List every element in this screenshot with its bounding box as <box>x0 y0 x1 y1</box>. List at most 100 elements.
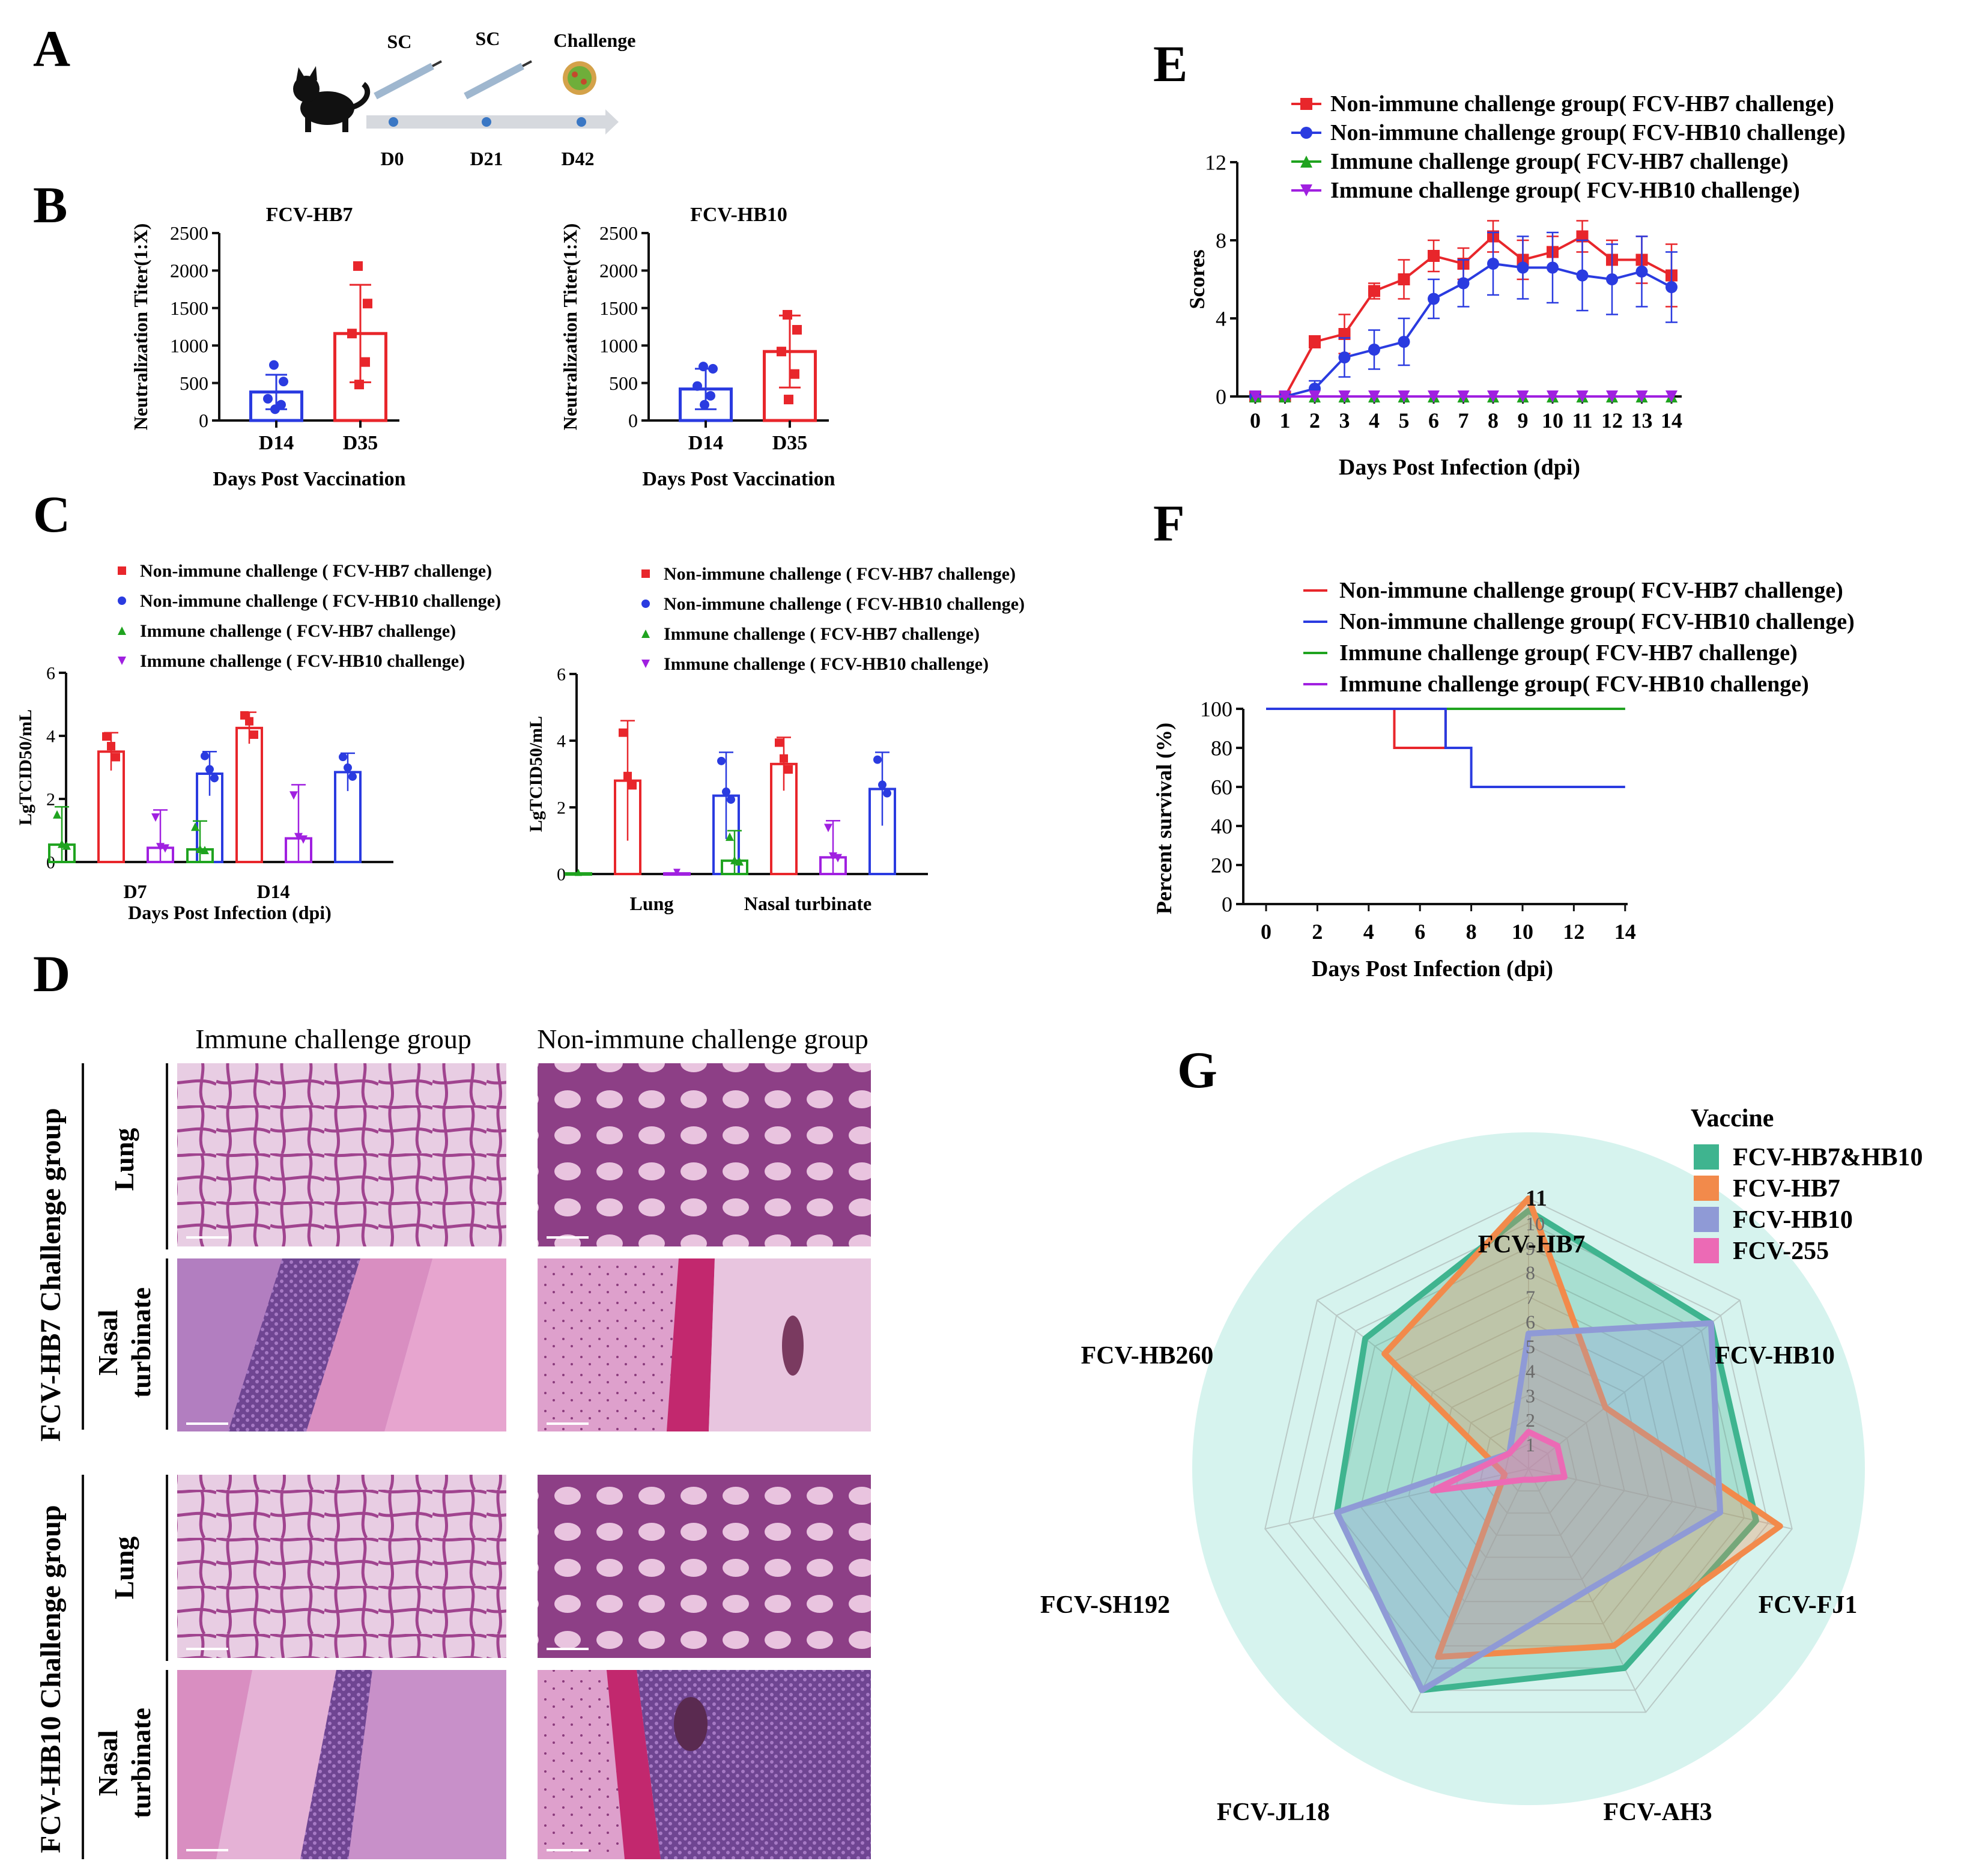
data-point <box>299 835 308 844</box>
legend-label: FCV-HB10 <box>1733 1206 1853 1234</box>
x-tick-label: 12 <box>1601 408 1623 433</box>
data-point <box>196 844 204 853</box>
radar-ring-label: 5 <box>1526 1335 1535 1357</box>
panel-label-e: E <box>1153 35 1187 93</box>
data-point <box>883 789 891 798</box>
legend-marker <box>641 569 650 578</box>
radar-axis-label: FCV-HB7 <box>1478 1231 1586 1258</box>
histology-image <box>177 1258 506 1431</box>
x-axis-label: Days Post Infection (dpi) <box>128 902 332 923</box>
y-tick-label: 12 <box>1205 151 1226 175</box>
radar-spoke <box>1265 1468 1529 1530</box>
data-point <box>1309 336 1321 348</box>
legend-label: Non-immune challenge ( FCV-HB7 challenge… <box>664 564 1016 584</box>
data-point <box>1635 390 1648 402</box>
data-point <box>161 844 169 853</box>
x-tick-label: D35 <box>772 432 808 454</box>
y-tick-label: 60 <box>1211 776 1232 800</box>
radar-ring-label: 1 <box>1526 1434 1535 1456</box>
y-tick-label: 6 <box>46 664 55 684</box>
data-point <box>1457 390 1470 402</box>
data-point <box>1547 390 1559 402</box>
data-point <box>1428 250 1440 262</box>
x-tick-label: 12 <box>1563 920 1584 944</box>
radar-ring-label: 10 <box>1526 1213 1545 1234</box>
data-point <box>717 756 726 765</box>
legend-swatch <box>1694 1144 1719 1170</box>
x-tick-label: D7 <box>123 881 147 902</box>
x-tick-label: 0 <box>1261 920 1271 944</box>
legend-label: Immune challenge group( FCV-HB7 challeng… <box>1330 149 1789 174</box>
data-point <box>722 788 730 797</box>
y-tick-label: 0 <box>1216 385 1226 409</box>
data-point <box>53 810 61 819</box>
x-axis-label: Days Post Infection (dpi) <box>1339 455 1580 480</box>
data-point <box>829 852 837 861</box>
chart-b-hb10: 0 500 1000 1500 2000 2500 FCV-HB10 Neutralizati… <box>559 204 835 490</box>
x-tick-label: 11 <box>1572 408 1592 433</box>
data-point <box>1338 328 1351 340</box>
x-tick-label: 6 <box>1414 920 1425 944</box>
x-tick-label: D35 <box>343 432 378 454</box>
row-group-hb7: FCV-HB7 Challenge group <box>35 1108 67 1442</box>
data-point <box>706 390 715 401</box>
data-point <box>363 299 372 309</box>
y-tick-label: 2500 <box>170 222 208 244</box>
row-label-nasal: Nasal <box>92 1730 123 1796</box>
syringe-icon <box>374 60 442 100</box>
y-axis-label: Scores <box>1185 249 1209 309</box>
radar-series <box>1333 1207 1759 1693</box>
radar-axis-label: FCV-HB10 <box>1715 1342 1835 1370</box>
legend-marker <box>1300 98 1312 110</box>
radar-ring-label: 3 <box>1526 1385 1535 1406</box>
data-point <box>1398 390 1410 402</box>
data-point <box>102 732 111 741</box>
survival-line <box>1266 708 1447 749</box>
legend-label: FCV-255 <box>1733 1237 1829 1265</box>
timeline: SC SC Challenge D0 D21 D42 <box>293 28 635 169</box>
data-point <box>1576 390 1589 402</box>
row-label-turbinate: turbinate <box>126 1287 156 1398</box>
legend-label: Non-immune challenge group( FCV-HB7 chal… <box>1339 578 1843 603</box>
data-point <box>575 869 582 876</box>
x-tick-label: 13 <box>1631 408 1653 433</box>
radar-spoke <box>1317 1299 1529 1469</box>
panel-label-a: A <box>33 20 70 77</box>
legend-label: Non-immune challenge group( FCV-HB7 chal… <box>1330 91 1834 117</box>
x-tick-label: D14 <box>256 881 289 902</box>
legend-label: Immune challenge ( FCV-HB7 challenge) <box>140 621 456 641</box>
y-axis-label: LgTCID50/mL <box>526 716 546 832</box>
data-point <box>1606 390 1618 402</box>
y-tick-label: 2000 <box>170 260 208 282</box>
legend-marker <box>118 566 126 575</box>
radar-grid-ring <box>1264 1197 1793 1713</box>
data-point <box>790 369 799 379</box>
chart-b-hb7: 0 500 1000 1500 2000 2500 FCV-HB7 Neutralizatio… <box>130 204 406 490</box>
y-tick-label: 500 <box>180 372 208 394</box>
y-tick-label: 4 <box>557 732 566 751</box>
data-point <box>269 360 279 370</box>
data-point <box>347 329 357 339</box>
y-tick-label: 2 <box>46 790 55 810</box>
x-tick-label: 3 <box>1339 408 1350 433</box>
row-label-turbinate: turbinate <box>126 1708 156 1818</box>
x-tick-label: 10 <box>1512 920 1533 944</box>
x-tick-label: 9 <box>1518 408 1529 433</box>
radar-ring-label: 7 <box>1526 1287 1535 1308</box>
data-point <box>1428 390 1440 402</box>
x-tick-label: 5 <box>1399 408 1410 433</box>
histology-panel: Immune challenge group Non-immune challe… <box>35 1024 871 1859</box>
data-point <box>339 753 347 762</box>
y-tick-label: 1500 <box>599 297 638 319</box>
radar-spoke <box>1410 1468 1529 1713</box>
data-point <box>1368 344 1380 356</box>
legend-marker <box>1300 184 1312 196</box>
histology-image <box>538 1670 871 1859</box>
legend-marker <box>641 630 650 638</box>
data-point <box>628 781 637 790</box>
x-tick-label: 14 <box>1661 408 1682 433</box>
row-label-nasal: Nasal <box>92 1310 123 1376</box>
x-tick-label: D14 <box>688 432 724 454</box>
x-tick-label: 4 <box>1369 408 1380 433</box>
legend-label: FCV-HB7 <box>1733 1175 1840 1203</box>
